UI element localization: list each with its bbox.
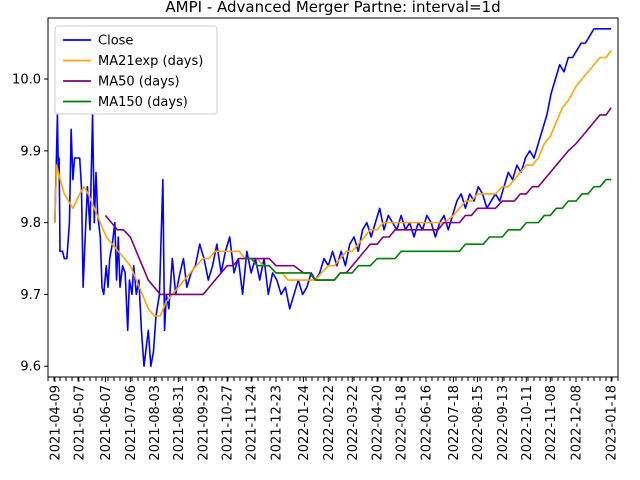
y-tick-label: 9.8 (20, 216, 41, 231)
series-line-ma21exp-days (54, 49, 612, 317)
x-tick-label: 2021-08-31 (172, 385, 187, 461)
x-tick-label: 2022-07-18 (447, 385, 462, 461)
x-tick-label: 2021-09-29 (197, 385, 212, 461)
x-tick-label: 2021-10-27 (221, 385, 236, 461)
x-tick-label: 2022-12-08 (570, 385, 585, 461)
y-axis: 9.6 9.7 9.8 9.9 10.0 (12, 73, 48, 375)
x-tick-label: 2021-08-03 (148, 385, 163, 461)
x-tick-label: 2023-01-18 (605, 385, 620, 461)
x-tick-label: 2021-04-09 (48, 385, 63, 461)
y-tick-label: 9.6 (20, 360, 41, 375)
chart-title: AMPI - Advanced Merger Partne: interval=… (165, 0, 500, 16)
x-tick-label: 2021-06-07 (99, 385, 114, 461)
x-tick-label: 2022-02-22 (322, 385, 337, 461)
series-line-ma50-days (104, 107, 612, 296)
x-tick-label: 2022-09-13 (496, 385, 511, 461)
series-line-ma150-days (245, 178, 612, 281)
legend-label: MA21exp (days) (98, 54, 203, 69)
x-tick-label: 2021-11-24 (245, 385, 260, 461)
x-tick-label: 2021-07-06 (124, 385, 139, 461)
legend-label: Close (98, 34, 133, 49)
x-tick-label: 2021-05-07 (72, 385, 87, 461)
x-tick-label: 2022-04-20 (371, 385, 386, 461)
x-tick-label: 2022-06-16 (420, 385, 435, 461)
x-tick-label: 2022-11-08 (544, 385, 559, 461)
x-tick-label: 2022-01-24 (297, 385, 312, 461)
y-tick-label: 9.7 (20, 288, 41, 303)
legend: Close MA21exp (days) MA50 (days) MA150 (day… (54, 25, 218, 115)
y-tick-label: 10.0 (12, 73, 41, 88)
x-tick-label: 2022-08-15 (471, 385, 486, 461)
legend-label: MA50 (days) (98, 75, 180, 90)
series-line-close (54, 27, 612, 368)
y-tick-label: 9.9 (20, 144, 41, 159)
legend-box (54, 25, 218, 115)
x-tick-label: 2022-03-22 (346, 385, 361, 461)
series-lines (54, 27, 612, 368)
plot-frame (47, 17, 619, 378)
x-tick-label: 2022-10-11 (520, 385, 535, 461)
x-tick-label: 2021-12-23 (270, 385, 285, 461)
x-tick-label: 2022-05-18 (395, 385, 410, 461)
legend-label: MA150 (days) (98, 95, 188, 110)
x-axis: 2021-04-09 2021-05-07 2021-06-07 2021-07-06… (47, 377, 620, 461)
